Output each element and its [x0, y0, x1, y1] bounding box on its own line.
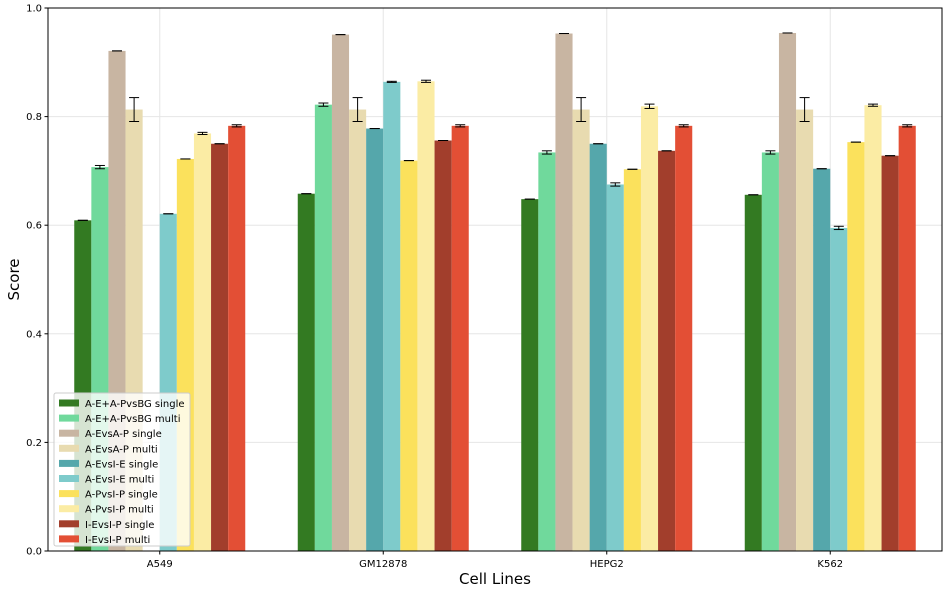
y-tick-label: 1.0: [26, 4, 42, 15]
y-tick-label: 0.6: [26, 221, 42, 232]
x-tick-label: A549: [147, 559, 173, 570]
bar: [640, 106, 659, 552]
bar: [228, 125, 246, 552]
bar: [796, 109, 814, 551]
bar: [331, 34, 350, 552]
bar: [555, 33, 573, 552]
bar: [675, 125, 693, 552]
legend-label: A-EvsI-E single: [85, 459, 158, 470]
legend-label: I-EvsI-P multi: [85, 535, 150, 546]
legend-swatch: [59, 520, 79, 528]
legend-swatch: [59, 459, 79, 467]
bar: [211, 143, 229, 551]
error-bars: [77, 32, 913, 231]
legend-label: A-E+A-PvsBG single: [85, 399, 185, 410]
y-axis-title: Score: [5, 258, 23, 300]
y-tick-label: 0.2: [26, 438, 42, 449]
y-tick-label: 0.4: [26, 329, 42, 340]
bar: [297, 193, 315, 551]
legend-label: A-EvsI-E multi: [85, 475, 154, 486]
x-axis-title: Cell Lines: [459, 570, 531, 588]
bar: [451, 125, 469, 552]
legend-swatch: [59, 444, 79, 452]
y-tick-label: 0.8: [26, 112, 42, 123]
bar: [813, 168, 831, 551]
legend-swatch: [59, 399, 79, 407]
legend: A-E+A-PvsBG single A-E+A-PvsBG multi A-Evs…: [53, 392, 191, 547]
x-tick-label: GM12878: [359, 559, 407, 570]
bar: [606, 184, 624, 551]
bar: [830, 227, 848, 552]
legend-swatch: [59, 414, 79, 422]
bar: [538, 152, 556, 552]
bar: [400, 160, 418, 551]
y-tick-label: 0.0: [26, 547, 42, 558]
bar: [898, 125, 916, 552]
bar: [744, 194, 762, 552]
y-axis-ticks: 0.0 0.2 0.4 0.6 0.8 1.0: [26, 4, 48, 558]
bar: [572, 109, 590, 551]
x-axis-ticks: A549 GM12878 HEPG2 K562: [147, 551, 843, 570]
bar: [847, 142, 865, 551]
legend-label: A-PvsI-P single: [85, 490, 158, 501]
legend-swatch: [59, 535, 79, 543]
legend-label: A-EvsA-P single: [85, 429, 162, 440]
legend-swatch: [59, 429, 79, 437]
bar: [881, 155, 899, 552]
legend-label: A-EvsA-P multi: [85, 444, 158, 455]
bar: [383, 81, 401, 552]
bar: [314, 104, 332, 552]
legend-label: A-E+A-PvsBG multi: [85, 414, 180, 425]
legend-label: I-EvsI-P single: [85, 520, 154, 531]
legend-swatch: [59, 475, 79, 482]
bar: [589, 143, 607, 551]
bar: [761, 152, 779, 552]
bars: [74, 32, 916, 552]
bar: [349, 109, 367, 551]
legend-label: A-PvsI-P multi: [85, 505, 154, 516]
bar: [864, 105, 882, 552]
plot-area-frame: [47, 7, 943, 552]
bar: [778, 32, 797, 551]
bar: [623, 169, 641, 551]
bar: [193, 133, 212, 552]
bar: [417, 81, 435, 552]
bar: [521, 199, 539, 552]
legend-swatch: [59, 505, 79, 513]
legend-box: [53, 392, 191, 547]
x-tick-label: K562: [817, 559, 843, 570]
bar: [366, 128, 384, 551]
legend-swatch: [59, 490, 79, 498]
bar: [658, 150, 676, 551]
bar: [434, 140, 452, 551]
x-tick-label: HEPG2: [590, 559, 624, 570]
